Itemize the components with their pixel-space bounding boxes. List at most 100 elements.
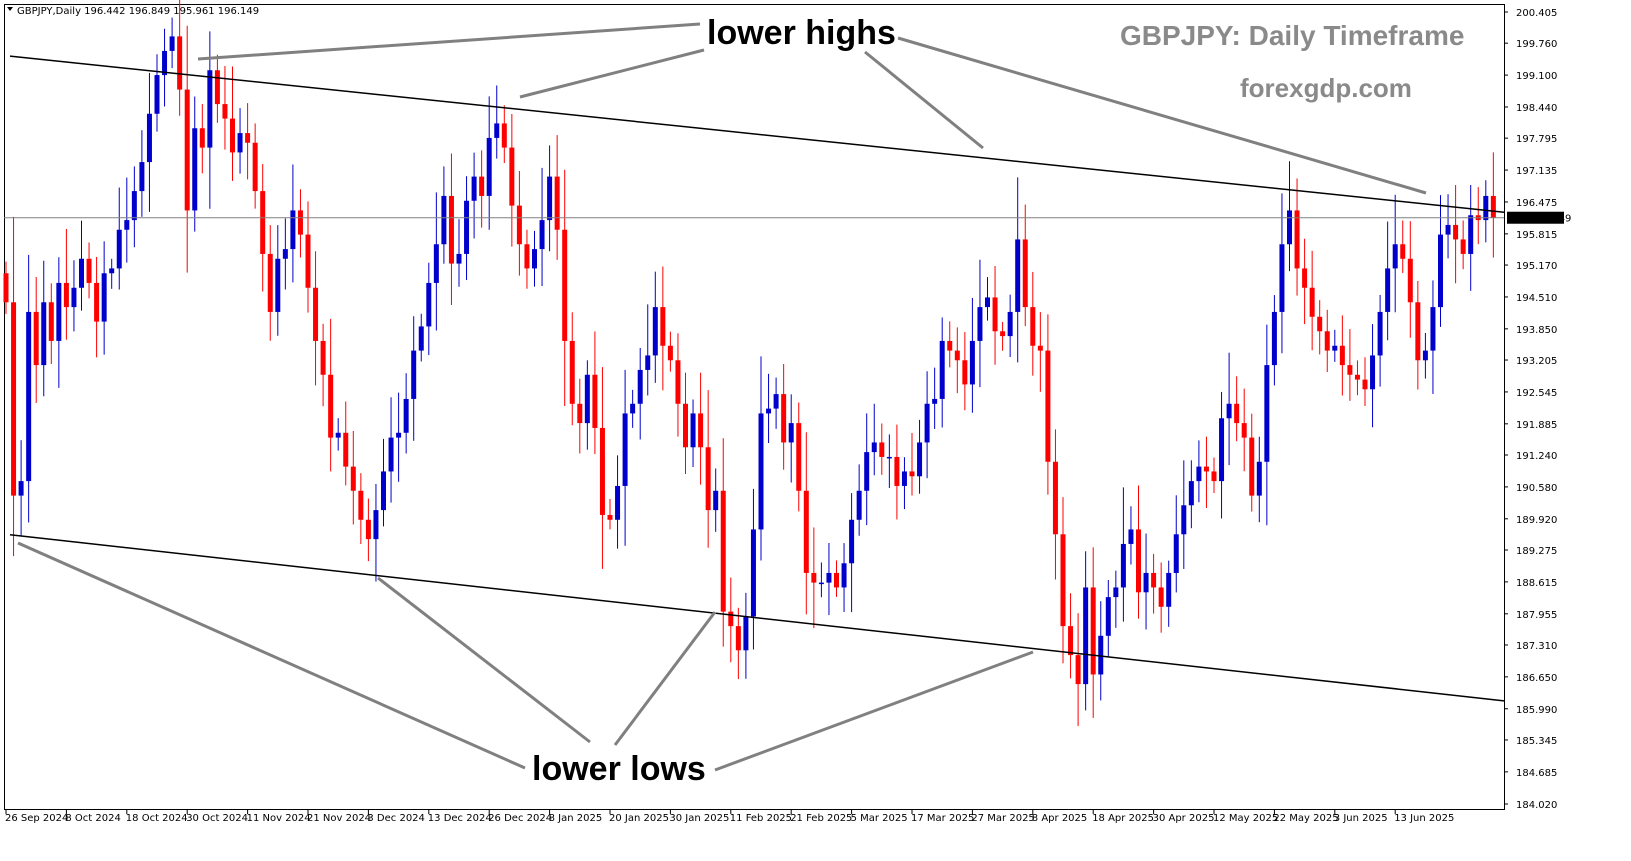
- candle-body: [471, 176, 477, 201]
- candle-body: [954, 350, 960, 361]
- candle-body: [230, 118, 235, 153]
- candle-body: [1271, 311, 1277, 366]
- candle-body: [282, 249, 288, 259]
- candle-body: [1203, 466, 1209, 472]
- pointer-line: [17, 541, 526, 770]
- candle-body: [720, 490, 726, 612]
- candle-body: [1173, 534, 1179, 573]
- candle-body: [1188, 481, 1194, 506]
- candle-body: [554, 176, 560, 230]
- candle-body: [320, 340, 326, 375]
- time-tick-label: 5 Mar 2025: [851, 813, 908, 824]
- candle-body: [1136, 529, 1141, 593]
- candle-body: [735, 626, 741, 651]
- candle-body: [939, 340, 945, 399]
- time-tick-label: 8 Jan 2025: [549, 813, 603, 824]
- candle-body: [18, 481, 24, 496]
- candle-body: [1377, 311, 1383, 356]
- candle-body: [1430, 307, 1436, 351]
- candle-body: [1453, 224, 1459, 240]
- plot-frame: [4, 4, 1505, 810]
- candle-body: [1354, 374, 1360, 380]
- candle-body: [1120, 543, 1126, 588]
- candle-body: [607, 514, 613, 520]
- candle-body: [1113, 587, 1119, 598]
- candle-body: [199, 128, 205, 148]
- candle-body: [1196, 466, 1202, 482]
- pointer-line: [519, 48, 705, 99]
- candle-body: [1075, 655, 1081, 685]
- price-tick-label: 199.100: [1516, 71, 1557, 82]
- candle-body: [675, 360, 681, 404]
- candle-body: [569, 340, 575, 404]
- time-tick-label: 8 Oct 2024: [65, 813, 120, 824]
- candle-body: [924, 403, 930, 443]
- symbol-info: GBPJPY,Daily 196.442 196.849 195.961 196…: [7, 6, 259, 17]
- candle-body: [886, 456, 892, 459]
- candle-body: [1370, 355, 1376, 390]
- price-tick-label: 190.580: [1516, 483, 1557, 494]
- price-tick-label: 193.850: [1516, 325, 1557, 336]
- candle-body: [1166, 572, 1172, 607]
- candle-body: [116, 229, 122, 269]
- candle-body: [932, 398, 938, 404]
- candle-body: [743, 616, 749, 651]
- candle-body: [705, 447, 711, 511]
- candle-body: [1256, 461, 1262, 496]
- watermark-site: forexgdp.com: [1240, 73, 1412, 103]
- price-tick-label: 187.955: [1516, 610, 1557, 621]
- candle-body: [11, 302, 17, 496]
- price-tick-label: 184.020: [1516, 800, 1557, 811]
- candle-body: [1468, 215, 1474, 254]
- candle-body: [79, 258, 84, 288]
- candle-body: [509, 147, 515, 206]
- candle-body: [818, 582, 824, 585]
- candle-body: [109, 268, 115, 274]
- candle-body: [728, 611, 734, 627]
- candle-body: [1234, 403, 1240, 424]
- candle-body: [252, 142, 258, 192]
- candle-body: [48, 302, 54, 341]
- candle-body: [1098, 635, 1104, 675]
- candle-body: [237, 133, 243, 153]
- candle-body: [350, 466, 356, 491]
- candle-body: [1211, 471, 1217, 482]
- price-tick-label: 193.205: [1516, 356, 1557, 367]
- candle-body: [448, 195, 454, 264]
- candle-body: [1490, 195, 1496, 218]
- candle-body: [592, 374, 598, 428]
- time-tick-label: 13 Dec 2024: [428, 813, 492, 824]
- candle-body: [501, 123, 507, 148]
- candle-body: [1347, 365, 1353, 375]
- price-tick-label: 198.440: [1516, 103, 1557, 114]
- price-tick-label: 186.650: [1516, 673, 1557, 684]
- candle-body: [245, 133, 251, 143]
- candle-body: [275, 258, 281, 312]
- collapse-arrow-icon[interactable]: [7, 7, 13, 11]
- price-tick-label: 189.275: [1516, 546, 1557, 557]
- candle-body: [539, 220, 545, 250]
- candle-body: [532, 249, 537, 269]
- candle-body: [879, 442, 885, 457]
- price-tick-label: 195.815: [1516, 230, 1557, 241]
- time-tick-label: 30 Apr 2025: [1153, 813, 1215, 824]
- candle-body: [803, 490, 809, 573]
- candle-body: [683, 403, 688, 448]
- time-tick-label: 21 Nov 2024: [307, 813, 371, 824]
- candle-body: [1128, 529, 1134, 544]
- candle-body: [826, 572, 832, 583]
- candle-body: [139, 162, 145, 192]
- candle-body: [856, 490, 862, 520]
- candle-body: [871, 442, 877, 453]
- time-tick-label: 3 Dec 2024: [367, 813, 425, 824]
- candle-body: [433, 244, 439, 283]
- time-tick-label: 13 Jun 2025: [1394, 813, 1454, 824]
- lower-trendline[interactable]: [9, 533, 1505, 702]
- candle-body: [479, 176, 485, 196]
- candle-body: [750, 529, 756, 617]
- upper-trendline[interactable]: [9, 55, 1505, 213]
- candle-body: [131, 191, 137, 221]
- time-tick-label: 20 Jan 2025: [609, 813, 669, 824]
- candle-body: [388, 437, 394, 472]
- candle-body: [207, 70, 213, 148]
